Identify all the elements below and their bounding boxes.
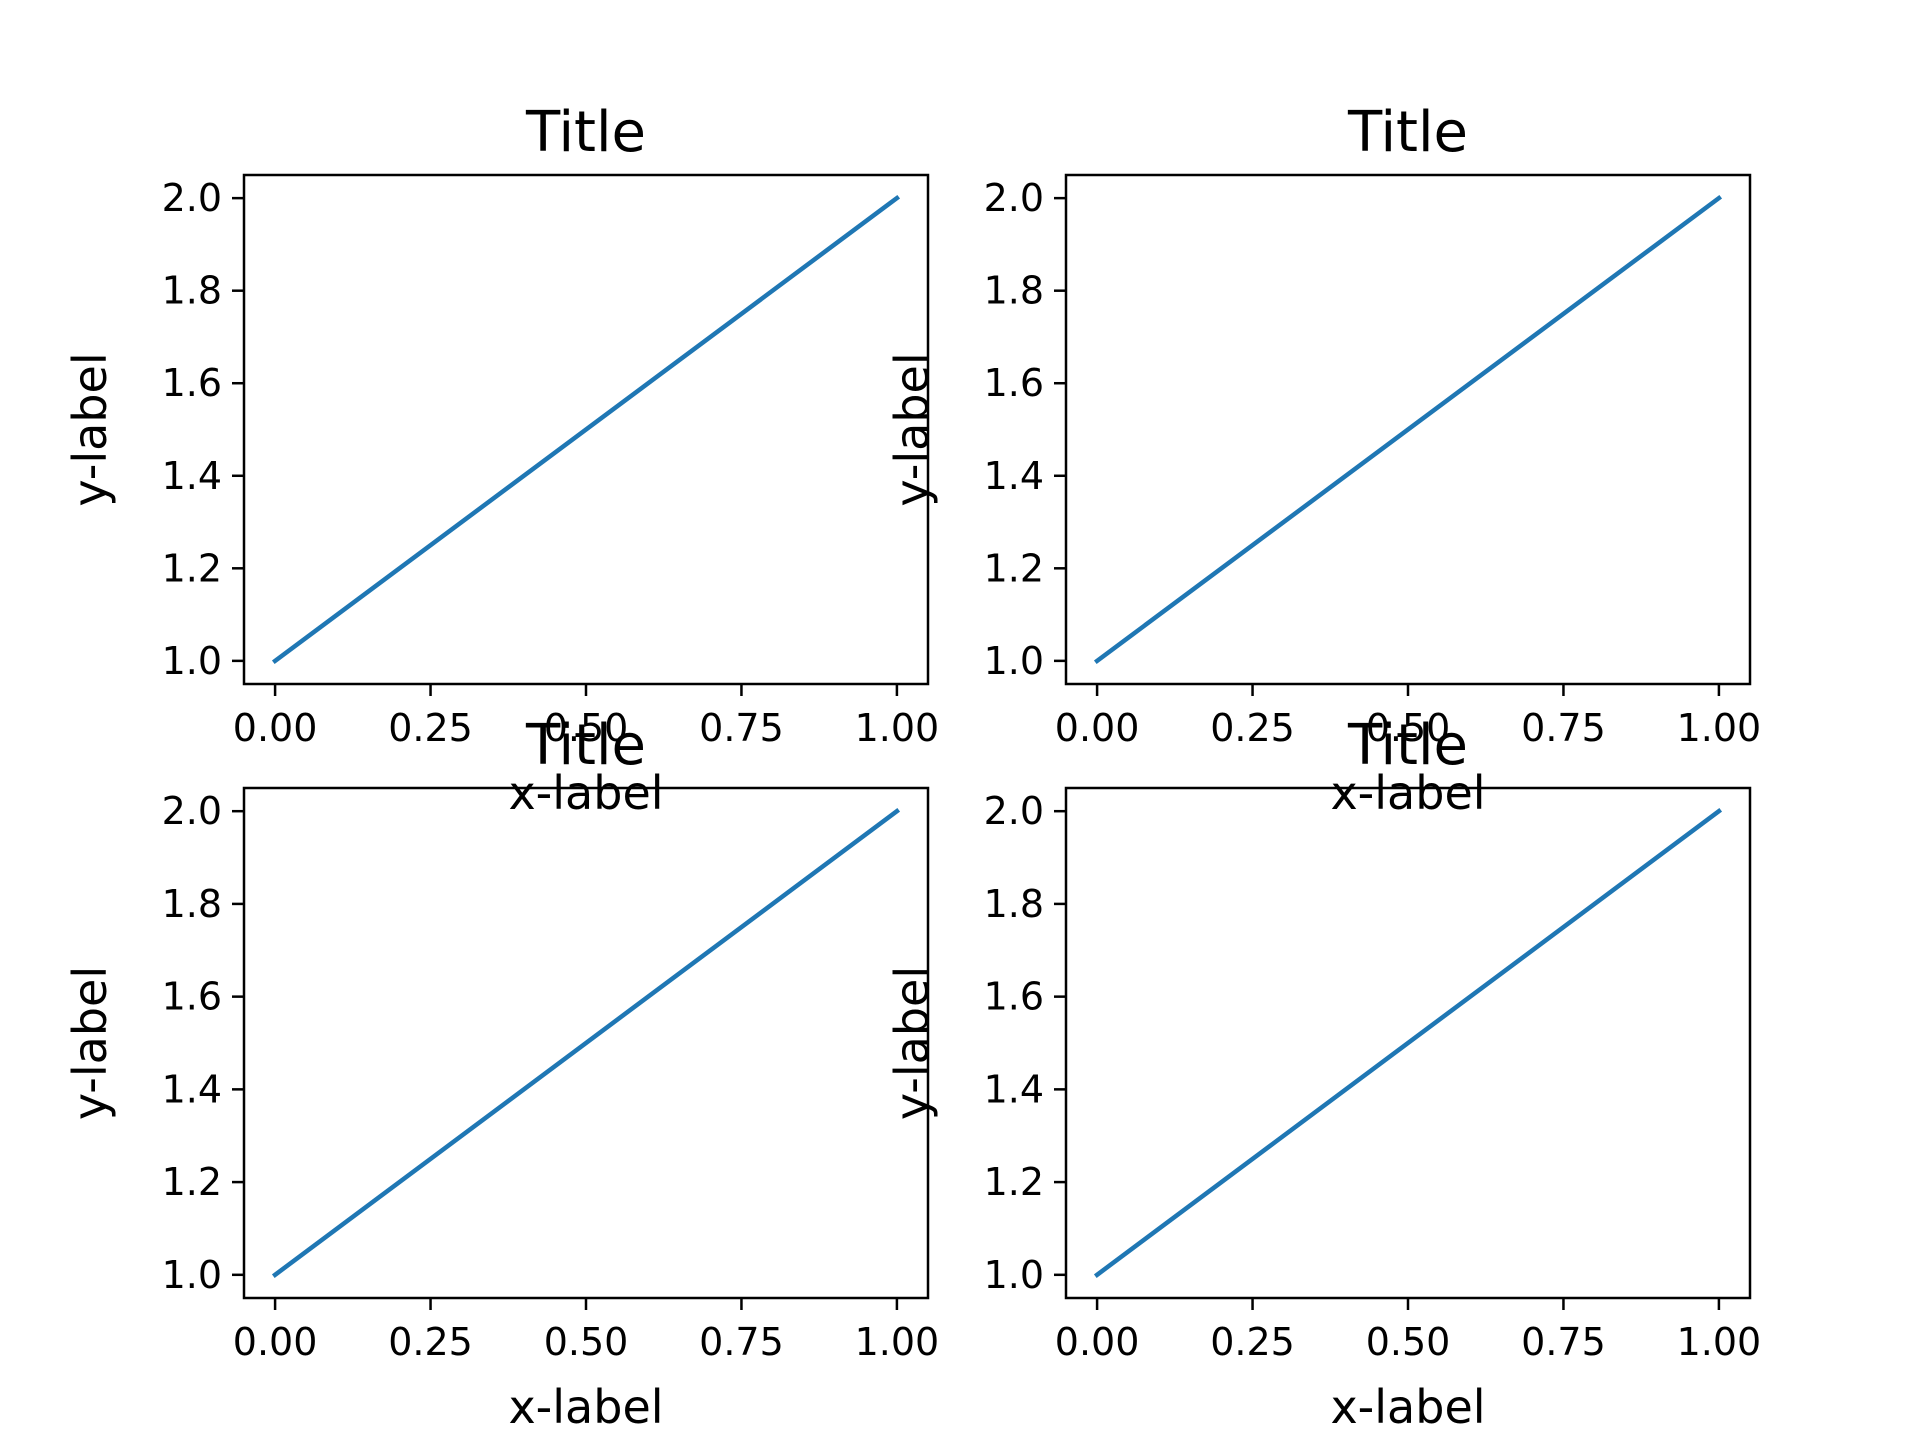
x-tick-label: 1.00 [1677, 1320, 1762, 1364]
y-tick-label: 1.2 [162, 546, 222, 590]
x-tick-label: 0.00 [1055, 1320, 1140, 1364]
x-tick-label: 0.75 [1521, 706, 1606, 750]
x-tick-label: 0.75 [699, 1320, 784, 1364]
x-tick-label: 1.00 [855, 1320, 940, 1364]
y-tick-label: 2.0 [162, 176, 222, 220]
x-tick-label: 0.25 [388, 706, 473, 750]
y-tick-label: 1.2 [162, 1160, 222, 1204]
x-tick-label: 0.50 [544, 1320, 629, 1364]
x-tick-label: 0.50 [544, 706, 629, 750]
x-tick-label: 0.75 [699, 706, 784, 750]
x-axis-label: x-label [1330, 1380, 1485, 1434]
y-tick-label: 1.2 [984, 546, 1044, 590]
y-tick-label: 1.0 [162, 1253, 222, 1297]
x-tick-label: 0.25 [1210, 1320, 1295, 1364]
series-line [271, 808, 901, 1278]
x-tick-label: 0.25 [388, 1320, 473, 1364]
y-tick-label: 2.0 [162, 789, 222, 833]
y-tick-label: 1.4 [162, 1067, 222, 1111]
y-tick-label: 1.0 [984, 1253, 1044, 1297]
x-tick-label: 0.50 [1366, 1320, 1451, 1364]
y-tick-label: 2.0 [984, 176, 1044, 220]
series-line [1093, 808, 1723, 1278]
x-tick-label: 0.25 [1210, 706, 1295, 750]
subplot-title: Title [525, 713, 646, 778]
x-axis-label: x-label [508, 1380, 663, 1434]
y-tick-label: 1.8 [162, 882, 222, 926]
y-tick-label: 1.4 [162, 454, 222, 498]
subplot-title: Title [525, 100, 646, 165]
y-axis-label: y-label [885, 966, 939, 1120]
y-tick-label: 1.4 [984, 454, 1044, 498]
y-tick-label: 1.4 [984, 1067, 1044, 1111]
y-tick-label: 2.0 [984, 789, 1044, 833]
series-line [1093, 194, 1723, 665]
y-tick-label: 1.0 [984, 639, 1044, 683]
y-tick-label: 1.6 [984, 361, 1044, 405]
subplot-title: Title [1347, 100, 1468, 165]
x-tick-label: 0.00 [1055, 706, 1140, 750]
subplot-4: 0.00 0.25 0.50 0.75 1.00 1.0 1.2 1.4 1.6 1.8 2.0 Ti… [885, 713, 1761, 1434]
x-tick-label: 1.00 [1677, 706, 1762, 750]
x-axis-label: x-label [1330, 766, 1485, 820]
y-tick-label: 1.6 [162, 975, 222, 1019]
x-tick-label: 0.00 [233, 1320, 318, 1364]
subplot-3: 0.00 0.25 0.50 0.75 1.00 1.0 1.2 1.4 1.6 1.8 2.0 Ti… [63, 713, 939, 1434]
y-tick-label: 1.0 [162, 639, 222, 683]
y-axis-label: y-label [885, 352, 939, 506]
y-tick-label: 1.8 [984, 269, 1044, 313]
y-tick-label: 1.8 [984, 882, 1044, 926]
subplot-2: 0.00 0.25 0.50 0.75 1.00 1.0 1.2 1.4 1.6 1.8 2.0 Ti… [885, 100, 1761, 820]
x-tick-label: 1.00 [855, 706, 940, 750]
x-axis-label: x-label [508, 766, 663, 820]
subplot-1: 0.00 0.25 0.50 0.75 1.00 1.0 1.2 1.4 1.6 1.8 2.0 Ti… [63, 100, 939, 820]
y-axis-label: y-label [63, 966, 117, 1120]
x-tick-label: 0.00 [233, 706, 318, 750]
y-tick-label: 1.8 [162, 269, 222, 313]
y-tick-label: 1.6 [984, 975, 1044, 1019]
subplots-grid: 0.00 0.25 0.50 0.75 1.00 1.0 1.2 1.4 1.6 1.8 2.0 Ti… [63, 100, 1761, 1434]
y-tick-label: 1.6 [162, 361, 222, 405]
x-tick-label: 0.75 [1521, 1320, 1606, 1364]
y-axis-label: y-label [63, 352, 117, 506]
y-tick-label: 1.2 [984, 1160, 1044, 1204]
series-line [271, 194, 901, 665]
x-tick-label: 0.50 [1366, 706, 1451, 750]
subplot-title: Title [1347, 713, 1468, 778]
